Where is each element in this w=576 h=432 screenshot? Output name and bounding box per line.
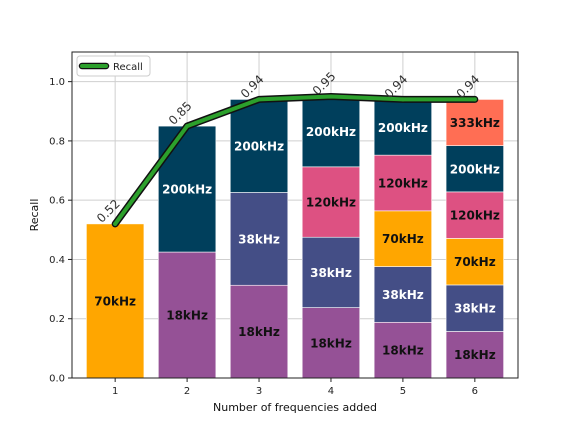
plot-frame: [71, 51, 519, 379]
bar-segment-200kHz: [373, 99, 432, 156]
bar-segment-label: 18kHz: [310, 336, 352, 350]
bar-segment-label: 18kHz: [166, 309, 208, 323]
bar-segment-label: 18kHz: [238, 325, 280, 339]
bar-segment-label: 120kHz: [450, 209, 500, 223]
bar-segment-label: 200kHz: [162, 183, 212, 197]
bar-segment-70kHz: [445, 238, 504, 286]
bar-segment-333kHz: [445, 99, 504, 146]
recall-point: [472, 97, 477, 102]
x-tick-label: 3: [256, 386, 262, 397]
bar-segment-38kHz: [445, 284, 504, 332]
plot-background: [72, 52, 518, 378]
bar-segment-label: 70kHz: [454, 255, 496, 269]
bar-segment-200kHz: [229, 99, 289, 193]
bar-segment-120kHz: [445, 191, 504, 239]
bar-segment-38kHz: [373, 266, 432, 323]
bar-segment-label: 38kHz: [382, 288, 424, 302]
recall-point: [328, 94, 333, 99]
bar-segment-18kHz: [229, 284, 289, 379]
bar-segment-label: 38kHz: [454, 302, 496, 316]
x-tick-label: 4: [328, 386, 334, 397]
bar-segment-120kHz: [301, 166, 361, 238]
x-tick-label: 6: [472, 386, 478, 397]
bar-segment-38kHz: [301, 236, 361, 308]
bar-segment-38kHz: [229, 192, 289, 286]
recall-point: [257, 97, 262, 102]
x-tick-label: 5: [400, 386, 406, 397]
legend-label-recall: Recall: [113, 62, 143, 73]
bar-segment-label: 70kHz: [94, 294, 136, 308]
bar-segment-label: 38kHz: [238, 232, 280, 246]
y-tick-label: 1.0: [49, 77, 65, 88]
stacked-bars: 70kHz 18kHz 200kHz 18kHz 38kHz 200kHz 18kHz 38k…: [86, 96, 504, 379]
bar-segment-200kHz: [445, 145, 504, 193]
y-axis-ticks: 0.0 0.2 0.4 0.6 0.8 1.0: [49, 77, 72, 385]
bar-segment-label: 18kHz: [454, 348, 496, 362]
recall-point: [185, 124, 190, 129]
bar-segment-label: 200kHz: [378, 121, 428, 135]
bar-segment-label: 18kHz: [382, 344, 424, 358]
bar-segment-label: 120kHz: [306, 196, 356, 210]
bar-segment-label: 200kHz: [306, 125, 356, 139]
recall-line-path: [113, 94, 477, 226]
recall-point: [400, 97, 405, 102]
y-tick-label: 0.2: [49, 314, 65, 325]
bar-segment-18kHz: [158, 251, 217, 379]
bar-segment-label: 38kHz: [310, 266, 352, 280]
bar-segment-70kHz: [373, 210, 432, 267]
bar-segment-18kHz: [445, 331, 504, 379]
y-tick-label: 0.8: [49, 136, 65, 147]
bar-segment-70kHz: [86, 223, 145, 379]
y-tick-label: 0.6: [49, 196, 65, 207]
bar-segment-200kHz: [301, 96, 361, 168]
y-tick-label: 0.0: [49, 374, 65, 385]
x-tick-label: 2: [184, 386, 190, 397]
bar-segment-label: 70kHz: [382, 232, 424, 246]
y-tick-label: 0.4: [49, 255, 65, 266]
legend-box: [76, 55, 151, 77]
bar-segment-label: 333kHz: [450, 116, 500, 130]
x-axis-title: Number of frequencies added: [213, 401, 377, 414]
x-axis-ticks: 1 2 3 4 5 6: [112, 378, 478, 397]
bar-segment-120kHz: [373, 154, 432, 212]
bar-segment-18kHz: [301, 307, 361, 379]
bar-segment-label: 200kHz: [234, 139, 284, 153]
y-axis-title: Recall: [28, 199, 41, 232]
bar-segment-label: 200kHz: [450, 162, 500, 176]
bar-segment-18kHz: [373, 321, 432, 379]
bar-segment-label: 120kHz: [378, 176, 428, 190]
legend: Recall: [76, 55, 151, 77]
recall-point: [113, 221, 118, 226]
x-tick-label: 1: [112, 386, 118, 397]
